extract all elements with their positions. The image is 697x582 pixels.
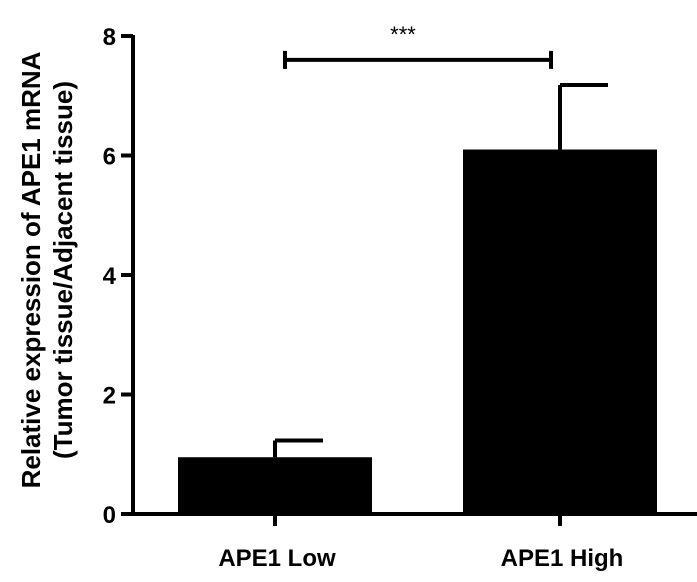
y-axis-title-line-2: (Tumor tissue/Adjacent tissue) bbox=[48, 81, 78, 459]
y-axis-title-line-1: Relative expression of APE1 mRNA bbox=[16, 51, 46, 488]
y-tick-label: 6 bbox=[103, 144, 116, 171]
y-axis-title: Relative expression of APE1 mRNA (Tumor … bbox=[16, 51, 78, 488]
y-tick-label: 4 bbox=[103, 263, 117, 290]
bars-group bbox=[178, 82, 657, 514]
significance-bracket: *** bbox=[283, 22, 553, 69]
x-category-label: APE1 Low bbox=[218, 545, 336, 572]
x-category-label: APE1 High bbox=[501, 545, 624, 572]
bar bbox=[463, 149, 657, 514]
y-axis: 0 2 4 6 8 bbox=[103, 24, 135, 529]
bar bbox=[178, 457, 372, 514]
y-tick-label: 8 bbox=[103, 24, 116, 51]
significance-label: *** bbox=[390, 22, 416, 47]
y-tick-label: 0 bbox=[103, 502, 116, 529]
x-axis: APE1 Low APE1 High bbox=[131, 512, 697, 572]
y-tick-label: 2 bbox=[103, 383, 116, 410]
